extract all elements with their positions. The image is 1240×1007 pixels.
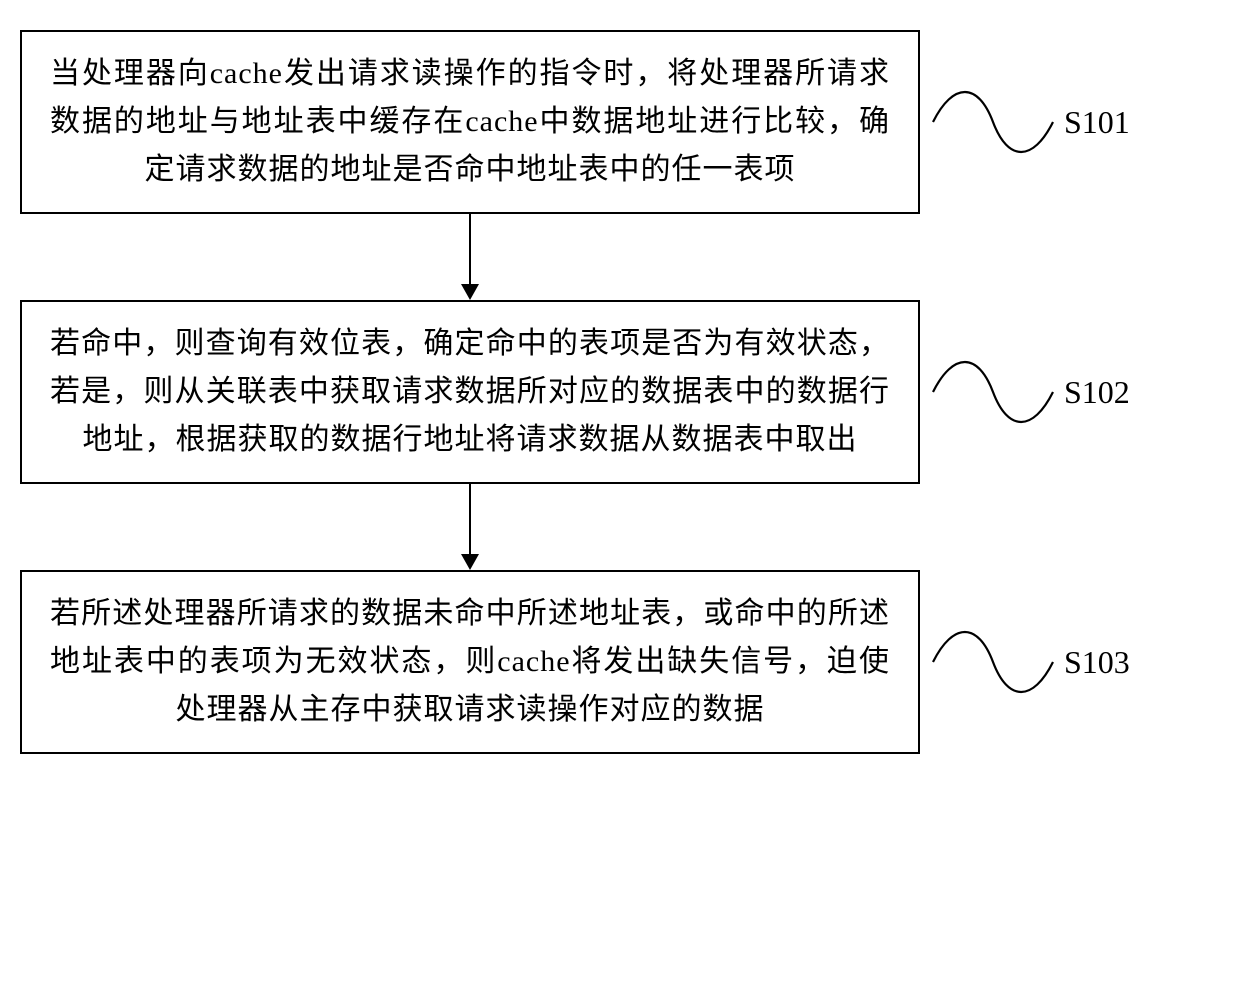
step-label-wrap: S102 [928,347,1130,437]
step-label-wrap: S101 [928,77,1130,167]
arrow-head-icon [461,284,479,300]
wave-connector-icon [928,77,1058,167]
arrow-head-icon [461,554,479,570]
flow-box-text: 若所述处理器所请求的数据未命中所述地址表，或命中的所述地址表中的表项为无效状态，… [50,597,890,726]
flow-box-text: 若命中，则查询有效位表，确定命中的表项是否为有效状态，若是，则从关联表中获取请求… [50,327,890,456]
step-label-wrap: S103 [928,617,1130,707]
step-label: S103 [1064,644,1130,681]
flow-arrow [20,484,920,570]
arrow-line [469,484,471,554]
flow-box-s102: 若命中，则查询有效位表，确定命中的表项是否为有效状态，若是，则从关联表中获取请求… [20,300,920,484]
flow-box-s103: 若所述处理器所请求的数据未命中所述地址表，或命中的所述地址表中的表项为无效状态，… [20,570,920,754]
flow-row: 若命中，则查询有效位表，确定命中的表项是否为有效状态，若是，则从关联表中获取请求… [20,300,1220,484]
step-label: S101 [1064,104,1130,141]
step-label: S102 [1064,374,1130,411]
wave-connector-icon [928,347,1058,437]
flowchart-container: 当处理器向cache发出请求读操作的指令时，将处理器所请求数据的地址与地址表中缓… [20,30,1220,754]
flow-box-s101: 当处理器向cache发出请求读操作的指令时，将处理器所请求数据的地址与地址表中缓… [20,30,920,214]
arrow-line [469,214,471,284]
flow-arrow [20,214,920,300]
wave-connector-icon [928,617,1058,707]
flow-box-text: 当处理器向cache发出请求读操作的指令时，将处理器所请求数据的地址与地址表中缓… [50,57,890,186]
flow-row: 若所述处理器所请求的数据未命中所述地址表，或命中的所述地址表中的表项为无效状态，… [20,570,1220,754]
flow-row: 当处理器向cache发出请求读操作的指令时，将处理器所请求数据的地址与地址表中缓… [20,30,1220,214]
